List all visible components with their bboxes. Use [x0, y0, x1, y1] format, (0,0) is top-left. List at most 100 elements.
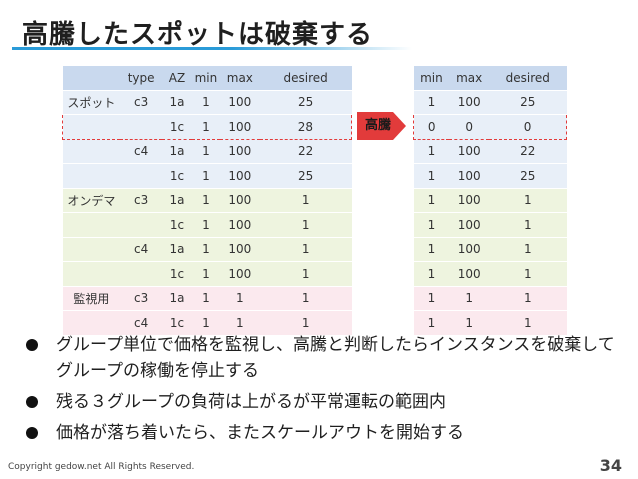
bullet-item: 価格が落ち着いたら、またスケールアウトを開始する	[26, 420, 626, 446]
cell-max: 100	[449, 237, 490, 262]
cell-min: 1	[191, 163, 220, 189]
page-number: 34	[599, 456, 622, 475]
cell-min: 1	[191, 90, 220, 115]
header-cell-min: min	[413, 66, 450, 91]
cell-max: 100	[219, 90, 260, 115]
cell-desired: 1	[489, 212, 567, 238]
spot-group-table-before: type AZ min max desired スポット c3 1a 1 100 25 1c…	[62, 66, 352, 336]
bullet-item: グループ単位で価格を監視し、高騰と判断したらインスタンスを破棄してグループの稼働…	[26, 332, 626, 384]
cell-min: 1	[413, 188, 450, 213]
cell-max: 100	[219, 188, 260, 213]
cell-desired: 1	[489, 237, 567, 262]
header-cell-max: max	[449, 66, 490, 91]
cell-min: 1	[413, 261, 450, 287]
table-row: オンデマ c3 1a 1 100 1	[62, 188, 352, 213]
table-row: 1 100 25	[413, 163, 567, 189]
cell-max: 1	[449, 310, 490, 336]
bullet-dot-icon	[26, 396, 38, 408]
bullet-text: グループ単位で価格を監視し、高騰と判断したらインスタンスを破棄してグループの稼働…	[56, 335, 615, 381]
table-row: 1c 1 100 28	[62, 114, 352, 140]
table-row: 1 100 22	[413, 139, 567, 164]
cell-min: 1	[413, 90, 450, 115]
cell-desired: 25	[489, 90, 567, 115]
cell-group	[62, 261, 121, 287]
header-cell-min: min	[191, 66, 220, 91]
cell-max: 0	[449, 114, 490, 140]
cell-max: 100	[219, 237, 260, 262]
cell-max: 100	[219, 163, 260, 189]
cell-min: 1	[191, 310, 220, 336]
table-row: 1 100 25	[413, 90, 567, 115]
arrow-label: 高騰	[364, 118, 391, 133]
cell-type: c3	[120, 90, 163, 115]
cell-min: 1	[413, 163, 450, 189]
cell-max: 100	[449, 163, 490, 189]
header-cell-max: max	[219, 66, 260, 91]
cell-az: 1a	[162, 286, 192, 311]
table-row: 1 100 1	[413, 261, 567, 287]
table-row: c4 1c 1 1 1	[62, 310, 352, 336]
table-row: スポット c3 1a 1 100 25	[62, 90, 352, 115]
cell-desired: 28	[259, 114, 352, 140]
cell-type	[120, 114, 163, 140]
table-row: c4 1a 1 100 22	[62, 139, 352, 164]
header-cell-type: type	[120, 66, 163, 91]
cell-desired: 25	[259, 163, 352, 189]
cell-desired: 1	[259, 188, 352, 213]
cell-az: 1a	[162, 139, 192, 164]
table-row: 1 100 1	[413, 237, 567, 262]
cell-az: 1a	[162, 237, 192, 262]
cell-group: 監視用	[62, 286, 121, 311]
cell-az: 1c	[162, 163, 192, 189]
table-row: 1c 1 100 1	[62, 212, 352, 238]
table-body: スポット c3 1a 1 100 25 1c 1 100 28 c4 1a 1 100 22 1c 1 100 25…	[62, 90, 352, 336]
cell-min: 1	[191, 286, 220, 311]
cell-max: 100	[449, 90, 490, 115]
cell-type: c4	[120, 139, 163, 164]
table-row: c4 1a 1 100 1	[62, 237, 352, 262]
cell-az: 1c	[162, 114, 192, 140]
table-row: 監視用 c3 1a 1 1 1	[62, 286, 352, 311]
bullet-dot-icon	[26, 339, 38, 351]
cell-max: 100	[449, 212, 490, 238]
cell-desired: 0	[489, 114, 568, 140]
bullet-dot-icon	[26, 427, 38, 439]
cell-min: 1	[191, 237, 220, 262]
table-row: 1 100 1	[413, 212, 567, 238]
cell-desired: 1	[489, 188, 567, 213]
cell-desired: 22	[489, 139, 567, 164]
cell-type	[120, 212, 163, 238]
cell-type: c3	[120, 188, 163, 213]
cell-group	[62, 212, 121, 238]
cell-max: 100	[219, 212, 260, 238]
header-cell-desired: desired	[259, 66, 352, 91]
cell-desired: 25	[259, 90, 352, 115]
cell-min: 1	[413, 310, 450, 336]
cell-max: 100	[449, 261, 490, 287]
bullet-text: 残る３グループの負荷は上がるが平常運転の範囲内	[56, 392, 446, 412]
cell-max: 100	[219, 114, 260, 140]
cell-min: 1	[413, 212, 450, 238]
cell-max: 1	[449, 286, 490, 311]
cell-desired: 1	[259, 237, 352, 262]
header-cell-az: AZ	[162, 66, 192, 91]
cell-min: 1	[413, 237, 450, 262]
copyright-footer: Copyright gedow.net All Rights Reserved.	[8, 462, 195, 472]
cell-desired: 1	[259, 212, 352, 238]
cell-min: 1	[413, 139, 450, 164]
cell-desired: 1	[259, 310, 352, 336]
header-cell-desired: desired	[489, 66, 567, 91]
cell-max: 1	[219, 310, 260, 336]
table-header-row: type AZ min max desired	[62, 66, 352, 91]
cell-desired: 1	[259, 286, 352, 311]
cell-min: 1	[191, 139, 220, 164]
cell-max: 100	[219, 261, 260, 287]
arrow-right-icon	[357, 112, 406, 140]
cell-desired: 1	[489, 310, 567, 336]
bullet-item: 残る３グループの負荷は上がるが平常運転の範囲内	[26, 389, 626, 415]
cell-max: 1	[219, 286, 260, 311]
cell-min: 1	[191, 188, 220, 213]
cell-group: オンデマ	[62, 188, 121, 213]
cell-group	[62, 237, 121, 262]
